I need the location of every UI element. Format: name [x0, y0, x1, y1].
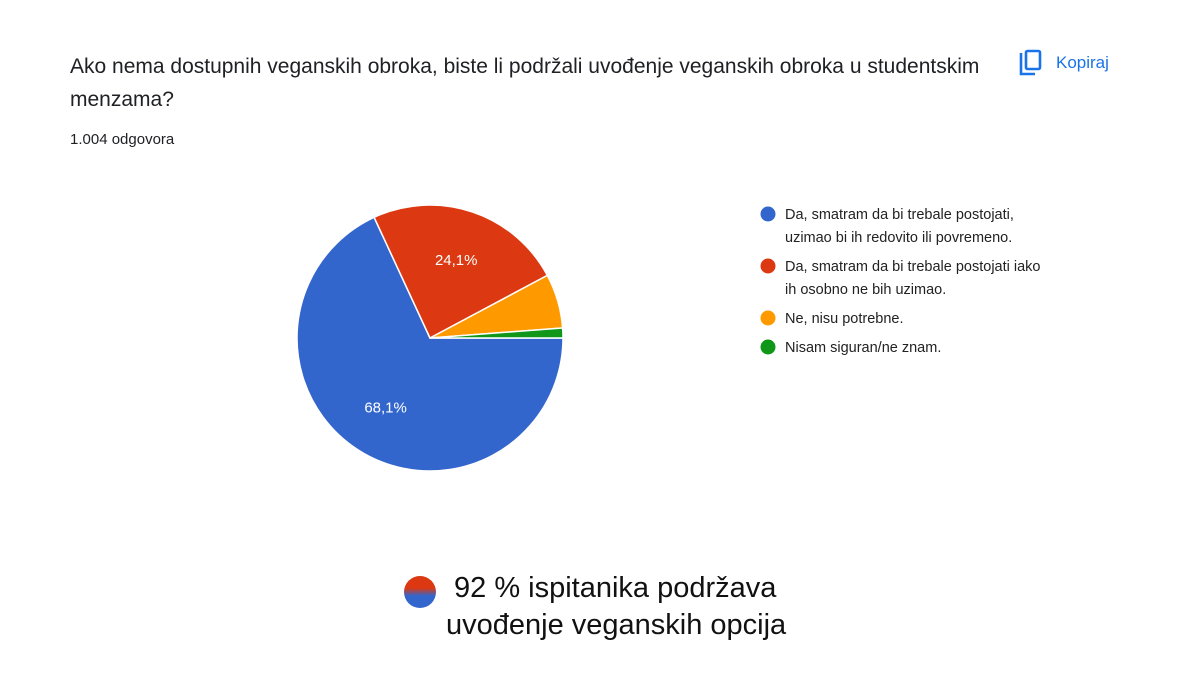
summary-line-1: 92 % ispitanika podržava	[454, 572, 777, 604]
chart-legend: Da, smatram da bi trebale postojati, uzim…	[760, 206, 1041, 357]
pie-slice-1[interactable]	[296, 216, 564, 472]
legend-label-2-line-1: Da, smatram da bi trebale postojati iako	[785, 259, 1041, 275]
copy-label: Kopiraj	[1056, 53, 1109, 72]
legend-item-2[interactable]: Da, smatram da bi trebale postojati iako…	[760, 258, 1041, 299]
pie-slice-label-2: 24,1%	[435, 252, 478, 269]
legend-item-1[interactable]: Da, smatram da bi trebale postojati, uzim…	[760, 206, 1014, 247]
legend-label-4-line-1: Nisam siguran/ne znam.	[785, 340, 941, 356]
copy-button[interactable]: Kopiraj	[1018, 46, 1109, 80]
legend-label-2-line-2: ih osobno ne bih uzimao.	[785, 282, 946, 298]
legend-swatch-1	[760, 206, 776, 222]
legend-swatch-3	[760, 310, 776, 326]
response-count: 1.004 odgovora	[70, 131, 175, 148]
pie-slice-4[interactable]	[429, 327, 564, 339]
pie-slice-labels: 68,1% 24,1%	[364, 252, 477, 417]
legend-item-3[interactable]: Ne, nisu potrebne.	[760, 310, 904, 328]
pie-slices	[296, 204, 564, 472]
pie-slice-label-1: 68,1%	[364, 399, 407, 416]
question-title: Ako nema dostupnih veganskih obroka, bis…	[70, 55, 980, 111]
legend-swatch-4	[760, 339, 776, 355]
legend-label-1-line-2: uzimao bi ih redovito ili povremeno.	[785, 230, 1012, 246]
legend-label-3-line-1: Ne, nisu potrebne.	[785, 311, 904, 327]
summary-dot-icon	[404, 576, 436, 608]
copy-icon	[1018, 49, 1042, 77]
summary-line-2: uvođenje veganskih opcija	[446, 609, 787, 641]
pie-slice-2[interactable]	[373, 204, 549, 340]
legend-label-1-line-1: Da, smatram da bi trebale postojati,	[785, 207, 1014, 223]
legend-swatch-2	[760, 258, 776, 274]
legend-item-4[interactable]: Nisam siguran/ne znam.	[760, 339, 942, 357]
